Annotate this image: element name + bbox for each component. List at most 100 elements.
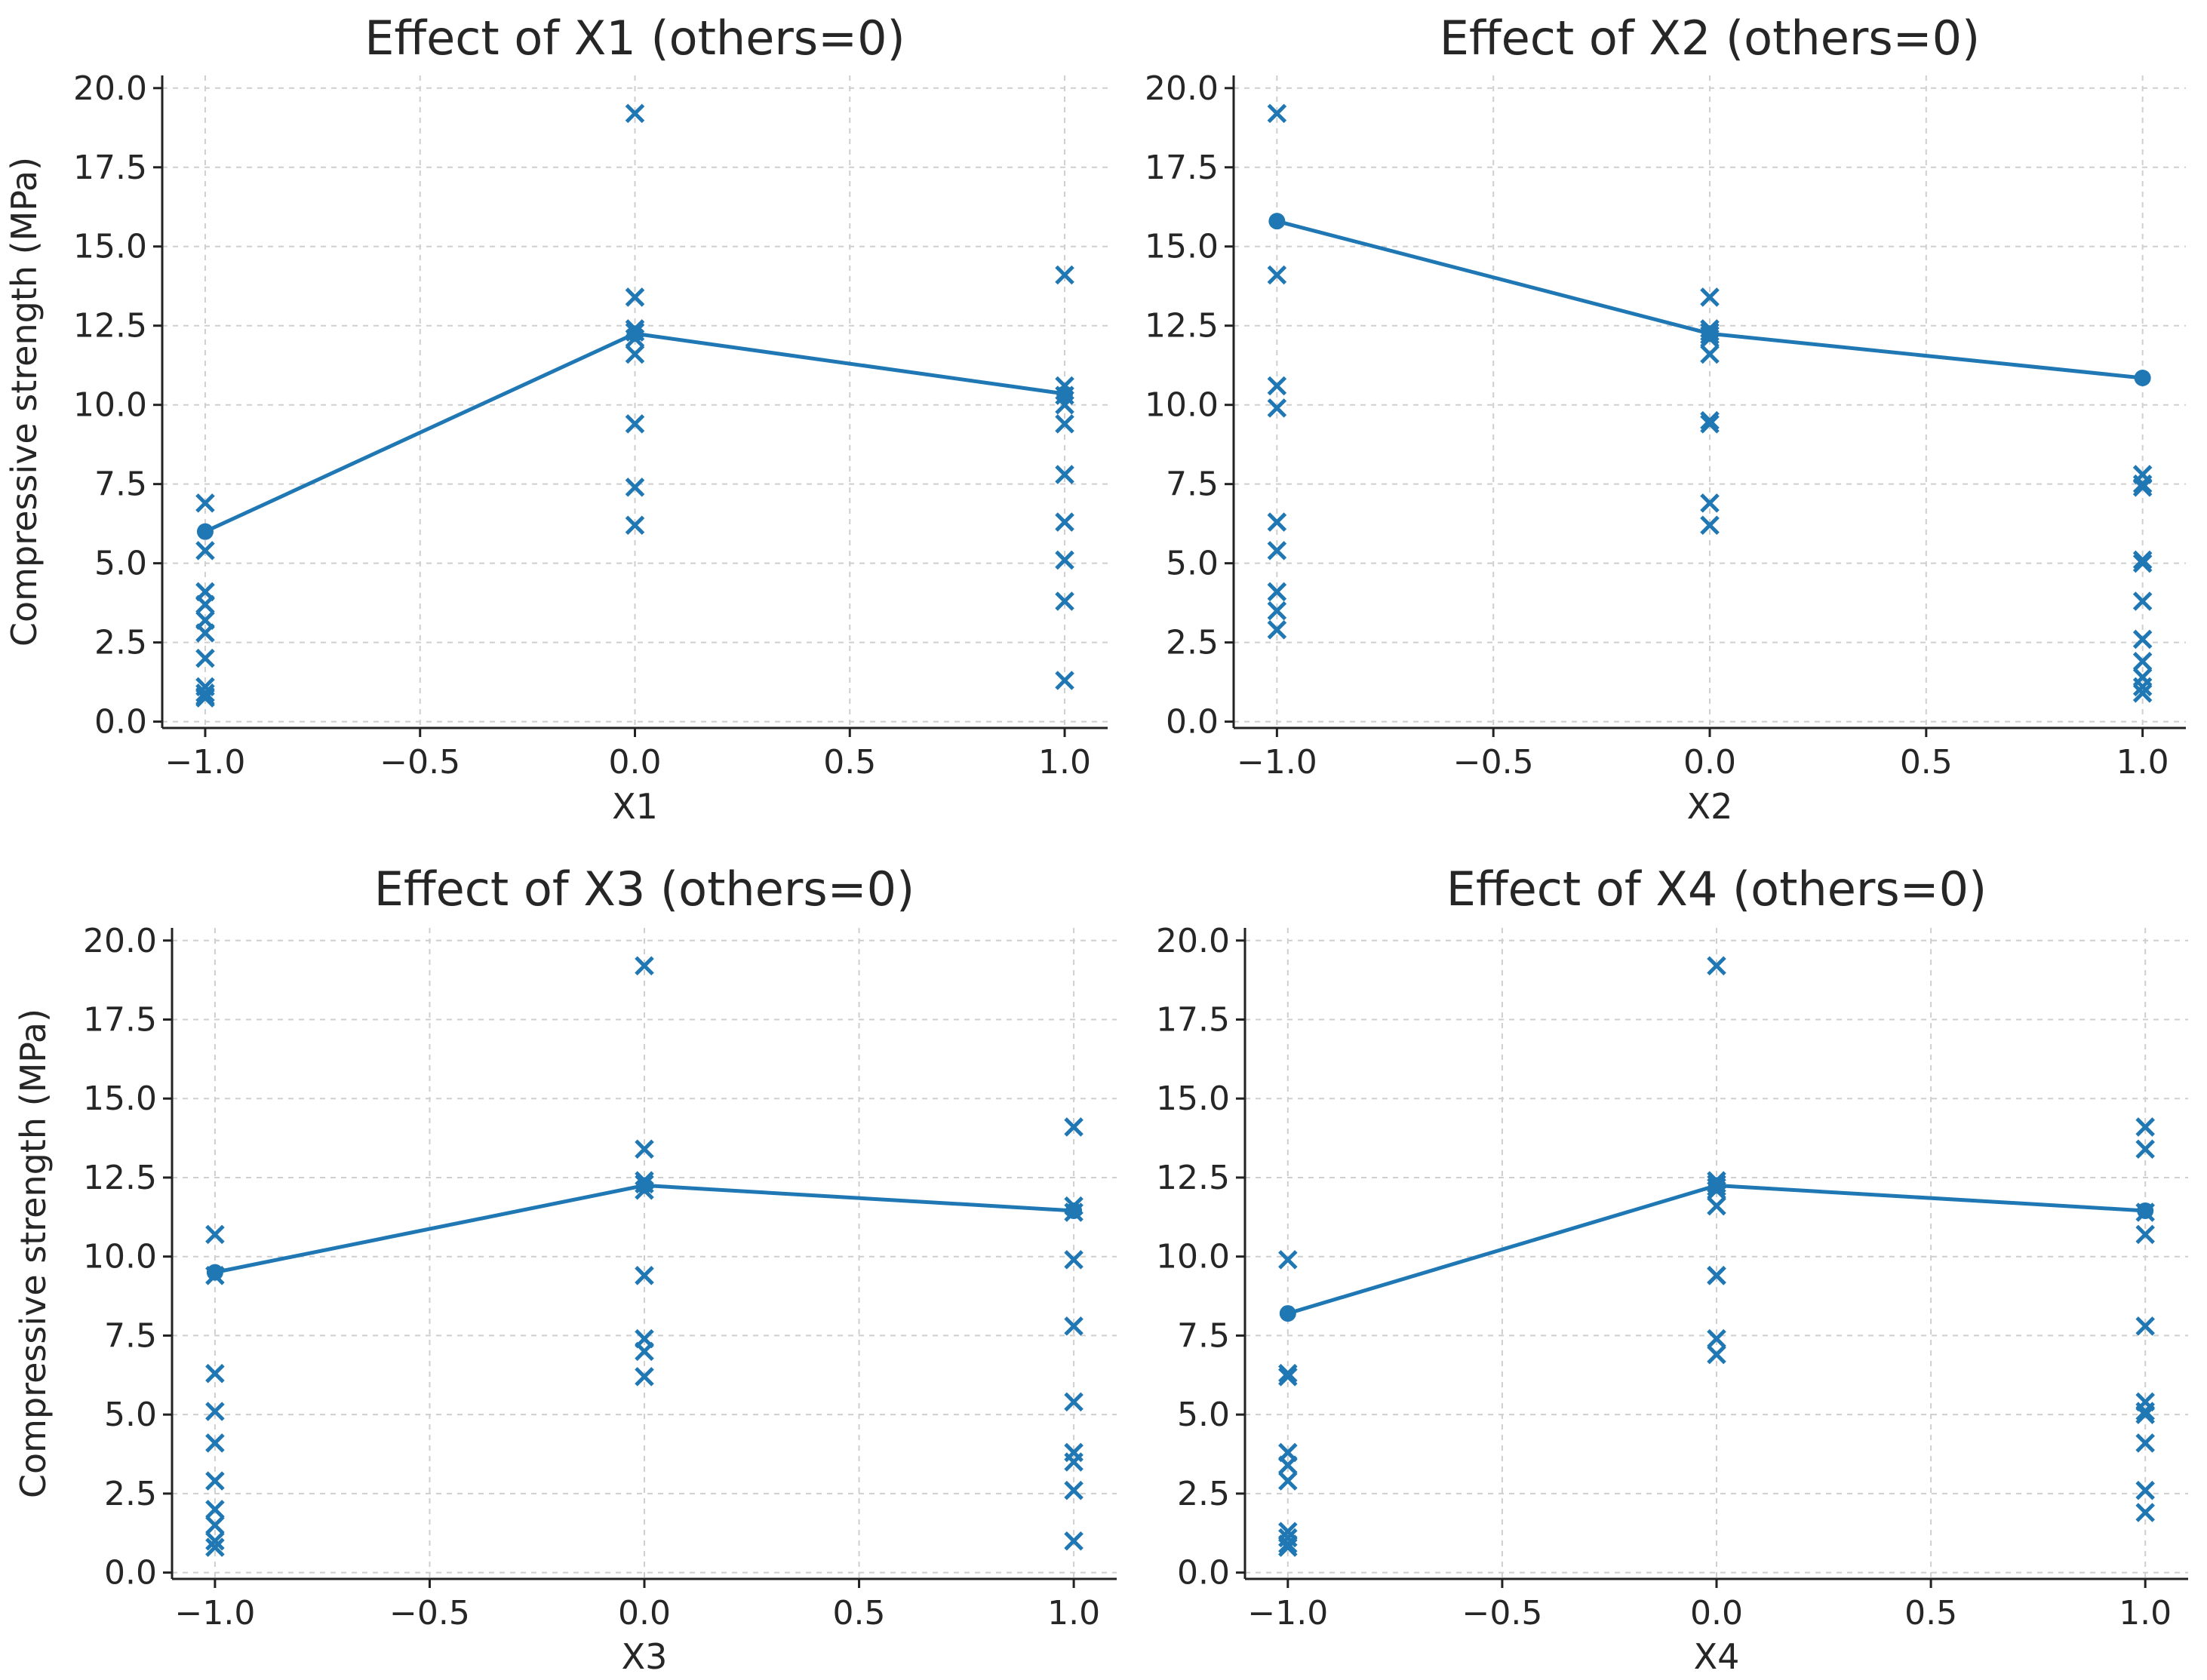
chart-title: Effect of X2 (others=0) [1440, 11, 1980, 66]
data-point-x-marker [1267, 376, 1287, 396]
x-tick-label: 0.0 [609, 743, 662, 782]
data-point-x-marker [1055, 512, 1074, 532]
data-point-x-marker [1267, 541, 1287, 561]
mean-point [1279, 1305, 1296, 1322]
data-point-x-marker [1267, 265, 1287, 285]
mean-point [2134, 370, 2151, 387]
data-point-x-marker [2132, 629, 2153, 650]
mean-point [1708, 1177, 1725, 1194]
data-point-x-marker [1700, 410, 1720, 431]
data-point-x-marker [205, 1516, 225, 1535]
x-tick-label: −0.5 [389, 1594, 470, 1632]
data-point-x-marker [1278, 1250, 1298, 1270]
data-point-x-marker [635, 1139, 654, 1159]
y-tick-label: 2.5 [1177, 1475, 1230, 1513]
x-tick-label: 0.5 [823, 743, 876, 782]
data-point-x-marker [635, 956, 654, 976]
chart-title: Effect of X4 (others=0) [1446, 861, 1987, 917]
data-point-x-marker [625, 478, 645, 497]
data-point-x-marker [1064, 1531, 1084, 1551]
y-tick-label: 12.5 [1145, 307, 1219, 346]
x-tick-label: 1.0 [1038, 743, 1091, 782]
data-point-x-marker [195, 688, 215, 708]
data-point-x-marker [625, 344, 645, 364]
chart-panel-2: −1.0 −0.5 0.0 0.5 1.0 0.0 2.5 5.0 7.5 10.0 12.5 15.… [1145, 11, 2186, 827]
y-tick-label: 0.0 [94, 703, 147, 742]
y-tick-label: 0.0 [1177, 1554, 1230, 1592]
y-tick-label: 15.0 [73, 228, 147, 266]
data-point-x-marker [2132, 478, 2153, 497]
y-tick-label: 15.0 [83, 1080, 157, 1118]
data-point-x-marker [205, 1471, 225, 1491]
y-tick-label: 17.5 [83, 1000, 157, 1039]
y-tick-label: 0.0 [1166, 703, 1219, 742]
chart-panel-1: −1.0 −0.5 0.0 0.5 1.0 0.0 2.5 5.0 7.5 10.0 12.5 15.… [4, 11, 1108, 827]
data-point-x-marker [1064, 1316, 1084, 1336]
mean-point [1268, 213, 1286, 230]
x-tick-label: −0.5 [380, 743, 460, 782]
x-axis-label: X3 [622, 1636, 668, 1677]
data-point-x-marker [625, 414, 645, 434]
data-point-x-marker [1055, 465, 1074, 484]
mean-point [196, 523, 214, 540]
data-point-x-marker [1707, 1266, 1726, 1285]
y-tick-label: 2.5 [104, 1475, 157, 1513]
data-point-x-marker [205, 1402, 225, 1421]
data-point-x-marker [2135, 1503, 2155, 1522]
data-point-x-marker [2132, 553, 2153, 573]
x-axis-label: X1 [612, 786, 658, 827]
x-tick-label: −1.0 [174, 1594, 255, 1632]
data-point-x-marker [1267, 582, 1287, 602]
data-point-x-marker [1064, 1250, 1084, 1270]
data-point-x-marker [1267, 600, 1287, 621]
data-point-x-marker [205, 1224, 225, 1245]
data-point-x-marker [1278, 1534, 1298, 1554]
x-tick-label: 0.0 [618, 1594, 671, 1632]
y-tick-label: 7.5 [1166, 465, 1219, 504]
data-point-x-marker [205, 1531, 225, 1551]
data-point-x-marker [625, 103, 645, 124]
x-tick-label: 0.5 [1900, 743, 1953, 782]
chart-title: Effect of X1 (others=0) [364, 11, 905, 66]
data-point-x-marker [625, 515, 645, 536]
chart-title: Effect of X3 (others=0) [374, 861, 914, 917]
y-tick-label: 5.0 [94, 545, 147, 583]
data-point-x-marker [1267, 620, 1287, 640]
data-point-x-marker [1700, 344, 1720, 364]
data-point-x-marker [195, 648, 215, 668]
data-point-x-marker [2132, 550, 2153, 570]
y-tick-label: 10.0 [1145, 386, 1219, 425]
y-axis-label: Compressive strength (MPa) [13, 1009, 54, 1498]
data-point-x-marker [1707, 1328, 1726, 1349]
x-tick-label: −0.5 [1462, 1594, 1542, 1632]
y-tick-label: 20.0 [73, 69, 147, 108]
data-point-x-marker [1707, 956, 1726, 976]
x-tick-label: −1.0 [1247, 1594, 1328, 1632]
y-axis-label: Compressive strength (MPa) [4, 157, 45, 647]
y-tick-label: 10.0 [1156, 1238, 1230, 1276]
x-tick-label: −1.0 [165, 743, 246, 782]
x-tick-label: −0.5 [1453, 743, 1534, 782]
data-point-x-marker [2135, 1402, 2155, 1421]
x-tick-label: 0.0 [1683, 743, 1736, 782]
data-point-x-marker [1055, 414, 1074, 434]
mean-point [2137, 1202, 2154, 1219]
data-point-x-marker [635, 1341, 654, 1362]
data-point-x-marker [2135, 1433, 2155, 1453]
data-point-x-marker [2132, 652, 2153, 671]
x-tick-label: 1.0 [2116, 743, 2169, 782]
y-tick-label: 5.0 [1166, 545, 1219, 583]
y-tick-label: 10.0 [83, 1238, 157, 1276]
y-tick-label: 7.5 [94, 465, 147, 504]
data-point-x-marker [1278, 1363, 1298, 1384]
data-point-x-marker [1707, 1344, 1726, 1365]
data-point-x-marker [2132, 474, 2153, 494]
mean-point [206, 1264, 223, 1281]
data-point-x-marker [1278, 1455, 1298, 1475]
y-tick-label: 17.5 [1145, 149, 1219, 187]
data-point-x-marker [2132, 683, 2153, 703]
chart-panel-4: −1.0 −0.5 0.0 0.5 1.0 0.0 2.5 5.0 7.5 10.0 12.5 15.… [1156, 861, 2188, 1677]
data-point-x-marker [205, 1537, 225, 1557]
y-tick-label: 15.0 [1156, 1080, 1230, 1118]
